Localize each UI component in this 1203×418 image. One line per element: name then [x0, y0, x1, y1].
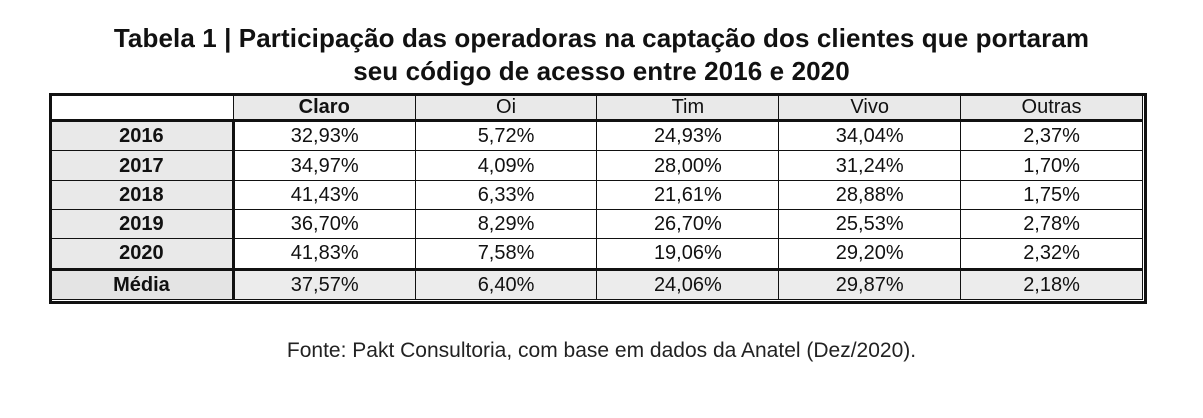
table-cell: 31,24% [778, 150, 962, 181]
table-row-2016: 2016 32,93% 5,72% 24,93% 34,04% 2,37% [50, 119, 1143, 152]
table-header-row: Claro Oi Tim Vivo Outras [50, 94, 1143, 121]
table-cell: 32,93% [232, 119, 416, 152]
table-cell: 34,04% [778, 119, 962, 152]
table-cell: 2,78% [960, 208, 1143, 240]
table-cell: 1,75% [960, 179, 1143, 210]
table-cell: 41,43% [232, 179, 416, 210]
table-cell: 7,58% [414, 238, 598, 270]
table-title-line-1: Tabela 1 | Participação das operadoras n… [113, 23, 1090, 53]
row-label: 2018 [50, 179, 235, 210]
column-header-tim: Tim [596, 94, 780, 121]
table-cell: 41,83% [232, 238, 416, 270]
table-row-2020: 2020 41,83% 7,58% 19,06% 29,20% 2,32% [50, 238, 1143, 270]
source-note: Fonte: Pakt Consultoria, com base em dad… [286, 339, 917, 362]
column-header-vivo: Vivo [778, 94, 962, 121]
average-cell: 29,87% [778, 268, 962, 301]
table-cell: 28,88% [778, 179, 962, 210]
table-cell: 36,70% [232, 208, 416, 240]
average-row-label: Média [50, 268, 235, 301]
table-cell: 24,93% [596, 119, 780, 152]
table-row-2017: 2017 34,97% 4,09% 28,00% 31,24% 1,70% [50, 150, 1143, 181]
table-title: Tabela 1 | Participação das operadoras n… [0, 22, 1203, 88]
header-corner-cell [50, 94, 234, 121]
table-cell: 25,53% [778, 208, 962, 240]
average-cell: 37,57% [232, 268, 416, 301]
row-label: 2016 [50, 119, 235, 152]
table-row-2018: 2018 41,43% 6,33% 21,61% 28,88% 1,75% [50, 179, 1143, 210]
portability-share-table: Claro Oi Tim Vivo Outras 2016 32,93% 5,7… [50, 94, 1143, 301]
average-cell: 2,18% [960, 268, 1143, 301]
column-header-claro: Claro [232, 94, 416, 121]
table-cell: 34,97% [232, 150, 416, 181]
table-cell: 6,33% [414, 179, 598, 210]
column-header-outras: Outras [960, 94, 1143, 121]
table-cell: 28,00% [596, 150, 780, 181]
table-cell: 21,61% [596, 179, 780, 210]
table-row-2019: 2019 36,70% 8,29% 26,70% 25,53% 2,78% [50, 208, 1143, 240]
table-cell: 2,32% [960, 238, 1143, 270]
table-cell: 5,72% [414, 119, 598, 152]
table-cell: 2,37% [960, 119, 1143, 152]
table-cell: 8,29% [414, 208, 598, 240]
table-cell: 29,20% [778, 238, 962, 270]
row-label: 2020 [50, 238, 235, 270]
column-header-oi: Oi [414, 94, 598, 121]
average-cell: 6,40% [414, 268, 598, 301]
table-row-average: Média 37,57% 6,40% 24,06% 29,87% 2,18% [50, 268, 1143, 301]
row-label: 2019 [50, 208, 235, 240]
table-cell: 19,06% [596, 238, 780, 270]
table-cell: 4,09% [414, 150, 598, 181]
table-title-line-2: seu código de acesso entre 2016 e 2020 [353, 56, 850, 86]
table-cell: 1,70% [960, 150, 1143, 181]
table-cell: 26,70% [596, 208, 780, 240]
average-cell: 24,06% [596, 268, 780, 301]
row-label: 2017 [50, 150, 235, 181]
